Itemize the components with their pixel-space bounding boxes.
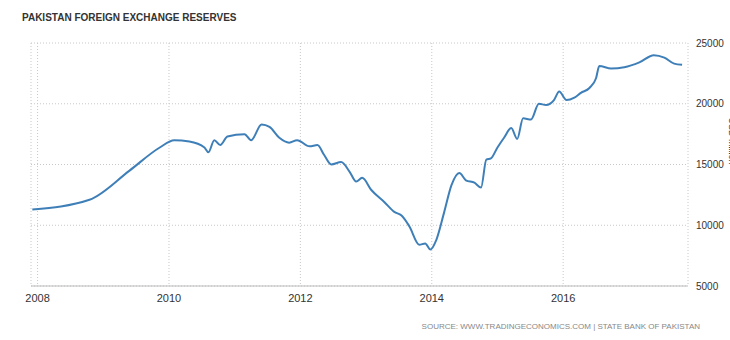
svg-text:5000: 5000 — [696, 281, 719, 292]
svg-text:2012: 2012 — [288, 292, 312, 304]
svg-text:10000: 10000 — [696, 220, 724, 231]
svg-text:2016: 2016 — [551, 292, 575, 304]
svg-text:2008: 2008 — [25, 292, 49, 304]
svg-text:15000: 15000 — [696, 159, 724, 170]
svg-text:2010: 2010 — [157, 292, 181, 304]
svg-text:2014: 2014 — [420, 292, 444, 304]
html-text:PAKISTAN FOREIGN EXCHANGE RESE: PAKISTAN FOREIGN EXCHANGE RESERVES — [22, 12, 237, 23]
html-text:SOURCE: WWW.TRADINGECONOMICS.C: SOURCE: WWW.TRADINGECONOMICS.COM | STATE… — [421, 322, 700, 331]
svg-text:25000: 25000 — [696, 38, 724, 49]
svg-text:USD Million: USD Million — [727, 117, 730, 164]
svg-text:20000: 20000 — [696, 98, 724, 109]
